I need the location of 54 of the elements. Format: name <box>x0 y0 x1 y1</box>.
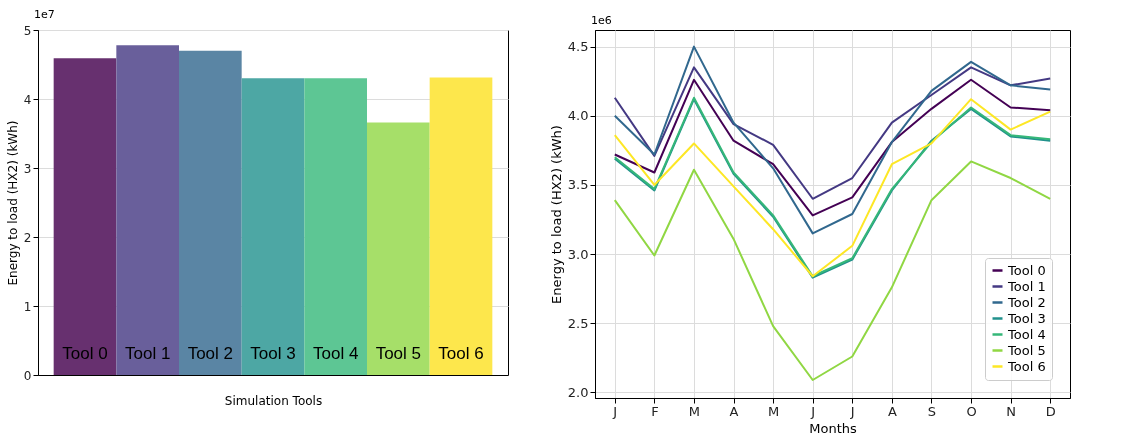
line-series <box>613 45 1052 235</box>
x-axis-title: Months <box>809 420 857 436</box>
legend-label: Tool 2 <box>1007 294 1046 310</box>
y-tick-label: 2.5 <box>567 315 589 331</box>
x-tick-label: Tool 4 <box>312 344 359 363</box>
x-tick-label: D <box>1045 403 1056 419</box>
legend-label: Tool 4 <box>1007 326 1046 342</box>
bar <box>179 50 242 375</box>
x-axis-title: Simulation Tools <box>224 393 323 408</box>
bar <box>116 45 179 375</box>
x-tick-label: J <box>810 403 816 419</box>
text: 1e6 <box>591 14 612 27</box>
bar <box>429 77 493 375</box>
y-tick-label: 2.0 <box>567 384 589 400</box>
legend-label: Tool 6 <box>1007 358 1046 374</box>
y-tick-label: 1 <box>23 299 32 314</box>
x-tick-label: J <box>849 403 855 419</box>
y-tick-label: 4.0 <box>567 108 589 124</box>
y-tick-label: 4.5 <box>567 39 589 55</box>
line-series <box>613 160 1052 382</box>
x-tick-label: M <box>768 403 780 419</box>
line-series <box>613 78 1052 217</box>
legend-label: Tool 0 <box>1007 262 1046 278</box>
y-tick-label: 3 <box>23 161 32 176</box>
y-tick-label: 2 <box>23 230 32 245</box>
bar <box>53 58 117 375</box>
bar <box>241 78 305 375</box>
x-tick-label: S <box>927 403 937 419</box>
x-tick-label: Tool 5 <box>375 344 422 363</box>
x-tick-label: A <box>887 403 897 419</box>
y-tick-label: 5 <box>23 23 32 38</box>
line-series <box>613 66 1052 200</box>
x-tick-label: A <box>729 403 739 419</box>
x-tick-label: F <box>651 403 659 419</box>
x-tick-label: J <box>612 403 618 419</box>
y-tick-label: 4 <box>23 92 32 107</box>
bar <box>304 78 367 375</box>
x-tick-label: Tool 3 <box>250 344 296 363</box>
x-tick-label: Tool 6 <box>438 344 484 363</box>
y-axis-title: Energy to load (HX2) (kWh) <box>5 120 20 286</box>
legend-label: Tool 1 <box>1007 278 1046 294</box>
x-tick-label: Tool 1 <box>124 344 171 363</box>
x-tick-label: Tool 0 <box>62 344 108 363</box>
x-tick-label: M <box>688 403 701 419</box>
x-tick-label: Tool 2 <box>187 344 234 363</box>
x-tick-label: O <box>966 403 977 419</box>
y-tick-label: 3.0 <box>567 246 589 262</box>
bar <box>367 122 430 375</box>
legend-label: Tool 3 <box>1007 310 1046 326</box>
y-tick-label: 3.5 <box>567 177 589 193</box>
text: 1e7 <box>34 8 55 21</box>
y-tick-label: 0 <box>23 368 32 383</box>
y-axis-title: Energy to load (HX2) (kWh) <box>548 125 564 304</box>
x-tick-label: N <box>1006 403 1016 419</box>
